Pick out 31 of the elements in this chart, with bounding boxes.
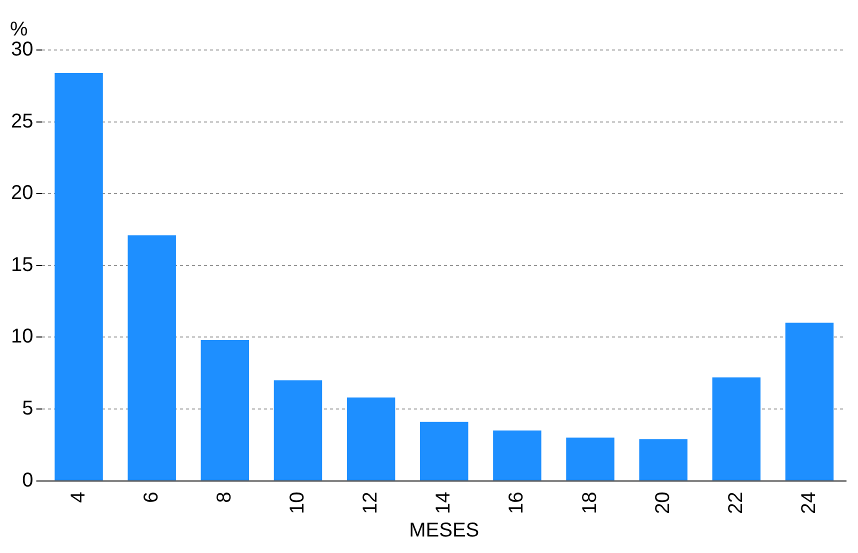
x-tick-label: 20 bbox=[652, 492, 674, 514]
x-axis-title: MESES bbox=[409, 520, 480, 542]
bar bbox=[639, 439, 688, 480]
x-tick-label: 10 bbox=[286, 492, 308, 514]
x-tick-label: 22 bbox=[724, 492, 747, 514]
bar bbox=[785, 322, 834, 480]
bar bbox=[493, 430, 542, 480]
y-tick-label: 10 bbox=[10, 326, 34, 348]
x-tick-label: 18 bbox=[578, 492, 601, 514]
bar bbox=[712, 377, 761, 480]
x-tick-label: 6 bbox=[140, 492, 162, 503]
bar bbox=[566, 438, 614, 480]
x-tick-label: 24 bbox=[798, 492, 820, 514]
bar bbox=[54, 72, 103, 480]
y-axis-title: % bbox=[10, 18, 28, 41]
x-tick-label: 8 bbox=[213, 492, 236, 503]
y-tick-label: 20 bbox=[10, 182, 34, 204]
y-tick-label: 15 bbox=[10, 254, 34, 276]
x-tick-label: 14 bbox=[432, 492, 455, 514]
x-tick-label: 12 bbox=[360, 492, 382, 514]
y-tick-label: 0 bbox=[22, 469, 34, 492]
x-tick-label: 16 bbox=[506, 492, 528, 514]
bar bbox=[346, 397, 396, 480]
x-tick-label: 4 bbox=[67, 492, 90, 503]
y-tick-label: 30 bbox=[10, 38, 34, 61]
y-tick-label: 5 bbox=[22, 397, 34, 420]
y-tick-label: 25 bbox=[10, 110, 34, 132]
bar bbox=[420, 422, 468, 480]
bar bbox=[200, 340, 250, 480]
bar bbox=[274, 380, 322, 480]
bar bbox=[128, 235, 176, 480]
